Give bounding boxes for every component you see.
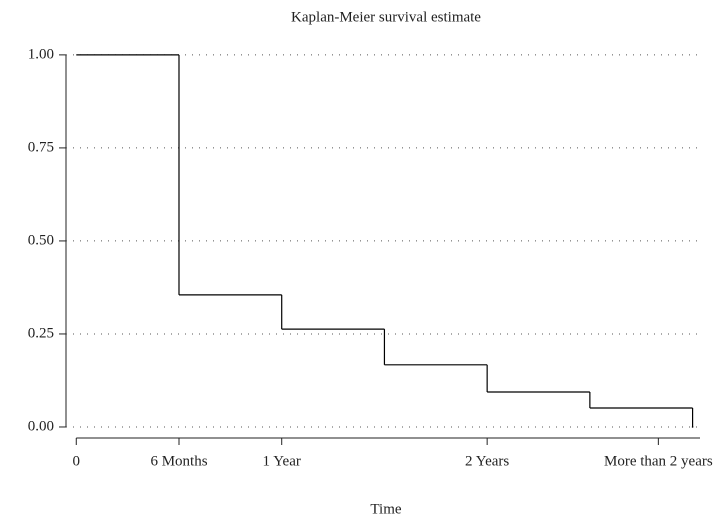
x-tick-label: 0 <box>73 453 81 469</box>
x-tick-label: 2 Years <box>465 453 509 469</box>
x-tick-label: More than 2 years <box>604 453 713 469</box>
y-tick-label: 0.50 <box>28 232 54 248</box>
y-tick-label: 0.00 <box>28 418 54 434</box>
y-tick-label: 0.25 <box>28 325 54 341</box>
chart-title: Kaplan-Meier survival estimate <box>291 9 481 25</box>
x-tick-label: 1 Year <box>263 453 301 469</box>
y-tick-label: 0.75 <box>28 139 54 155</box>
x-tick-label: 6 Months <box>150 453 207 469</box>
survival-end <box>691 426 694 428</box>
x-axis-label: Time <box>370 501 401 517</box>
y-tick-label: 1.00 <box>28 46 54 62</box>
